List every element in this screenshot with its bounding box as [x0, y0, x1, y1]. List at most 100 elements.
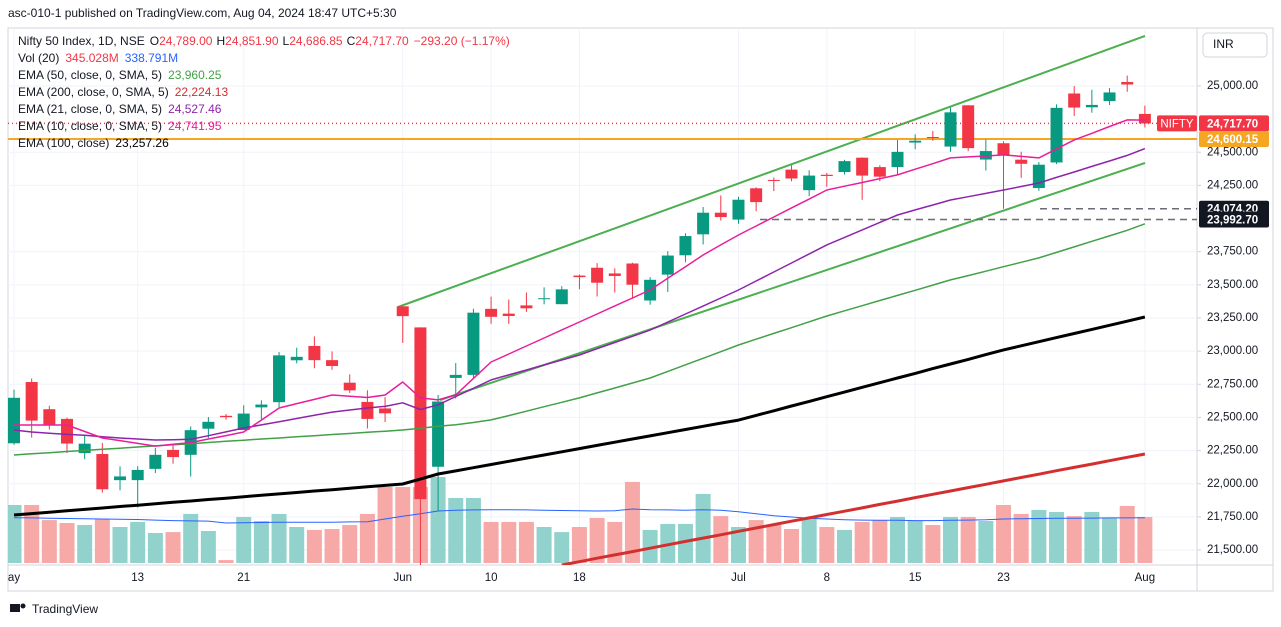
volume-bar: [77, 525, 93, 563]
volume-bar: [342, 525, 358, 563]
ema-value: 22,224.13: [175, 85, 229, 99]
volume-bar: [448, 497, 464, 563]
volume-bar: [395, 487, 411, 563]
volume-bar: [836, 529, 852, 563]
candle-body: [43, 409, 56, 425]
axes: 21,500.00 21,750.00 22,000.00 22,250.00 22,5…: [8, 80, 1269, 584]
volume-bar: [236, 517, 252, 563]
candle-body: [626, 263, 639, 285]
ema-line: [14, 119, 1145, 447]
price-label: 24,717.70: [1207, 118, 1258, 130]
trend-channel-upper: [397, 35, 1146, 308]
volume-bar: [147, 533, 163, 563]
chart-frame: [7, 27, 1274, 592]
candle-body: [220, 415, 233, 418]
price-label: 24,600.15: [1207, 134, 1259, 146]
legend-ema: EMA (50, close, 0, SMA, 5) 23,960.25: [18, 68, 222, 82]
candle-body: [891, 151, 904, 168]
candle-body: [308, 345, 321, 361]
ema-name: EMA (200, close, 0, SMA, 5): [18, 85, 169, 99]
volume-bar: [960, 517, 976, 563]
volume-bar: [501, 521, 517, 563]
x-tick-label: Jul: [731, 572, 746, 584]
candle-body: [750, 188, 763, 203]
legend-ema: EMA (100, close) 23,257.26: [18, 136, 169, 150]
published-note: asc-010-1 published on TradingView.com, …: [8, 6, 397, 20]
price-label-box: [1199, 211, 1269, 228]
candle-body: [396, 306, 409, 317]
x-tick-label: 10: [485, 572, 498, 584]
candle-body: [61, 418, 74, 444]
volume-bar: [748, 520, 764, 563]
ohlc-value: 24,686.85: [289, 34, 343, 48]
volume-bar: [783, 529, 799, 563]
volume-bar: [925, 525, 941, 563]
y-tick-label: 24,500.00: [1207, 146, 1258, 158]
ohlc-value: 24,717.70: [355, 34, 409, 48]
volume-ma-value: 338.791M: [125, 51, 178, 65]
volume-bar: [218, 560, 234, 563]
candle-body: [820, 174, 833, 176]
y-tick-label: 23,250.00: [1207, 312, 1258, 324]
volume-bar: [271, 513, 287, 563]
candle-body: [8, 397, 20, 444]
candle-body: [1121, 81, 1134, 85]
candle-body: [873, 167, 886, 177]
candle-body: [1068, 93, 1081, 108]
volume-bar: [518, 521, 534, 563]
y-tick-label: 24,250.00: [1207, 179, 1258, 191]
volume-bar: [165, 532, 181, 563]
x-tick-label: 15: [909, 572, 922, 584]
candle-body: [343, 382, 356, 391]
volume-bar: [642, 529, 658, 563]
volume-bar: [289, 527, 305, 563]
legend-ohlc: Nifty 50 Index, 1D, NSE O24,789.00 H24,851…: [18, 34, 510, 48]
volume-bar: [1084, 511, 1100, 563]
y-tick-label: 21,500.00: [1207, 544, 1258, 556]
x-tick-label: Jun: [393, 572, 412, 584]
ohlc-value: 24,851.90: [225, 34, 279, 48]
legend-ema: EMA (21, close, 0, SMA, 5) 24,527.46: [18, 102, 222, 116]
volume-bar: [59, 523, 75, 563]
price-label: 23,992.70: [1207, 215, 1258, 227]
legend-ema: EMA (10, close, 0, SMA, 5) 24,741.95: [18, 119, 222, 133]
candle-body: [1050, 107, 1063, 163]
candle-body: [167, 449, 180, 458]
ema-line: [13, 315, 1146, 517]
candle-body: [1085, 104, 1098, 108]
volume-bar: [324, 529, 340, 563]
volume-bar: [1031, 509, 1047, 563]
volume-bar: [200, 531, 216, 563]
ohlc-key: H: [216, 34, 225, 48]
candle-body: [78, 443, 91, 454]
ema-name: EMA (21, close, 0, SMA, 5): [18, 102, 162, 116]
ema-line: [13, 147, 1146, 441]
volume-bar: [890, 517, 905, 563]
y-tick-label: 23,750.00: [1207, 246, 1258, 258]
volume-ma-line: [13, 508, 1145, 524]
currency-box[interactable]: [1202, 32, 1268, 58]
volume-name: Vol (20): [18, 51, 59, 65]
volume-bar: [554, 532, 570, 563]
volume-bar: [589, 517, 605, 563]
ema-value: 24,527.46: [168, 102, 222, 116]
candle-body: [573, 275, 586, 278]
candle-body: [1138, 113, 1151, 124]
x-tick-label: ay: [8, 572, 20, 584]
candle-body: [414, 327, 427, 500]
candle-body: [803, 175, 816, 191]
candle-body: [467, 312, 480, 375]
candle-body: [714, 212, 727, 218]
volume-bar: [907, 521, 923, 563]
candle-body: [432, 401, 445, 467]
volume-bar: [943, 517, 959, 563]
x-tick-label: 13: [131, 572, 144, 584]
candle-body: [255, 404, 268, 408]
candle-body: [1103, 92, 1116, 102]
brand-name: TradingView: [32, 602, 98, 616]
candle-body: [379, 408, 392, 414]
y-tick-label: 23,000.00: [1207, 345, 1258, 357]
candle-body: [926, 137, 939, 138]
candle-body: [962, 105, 975, 149]
